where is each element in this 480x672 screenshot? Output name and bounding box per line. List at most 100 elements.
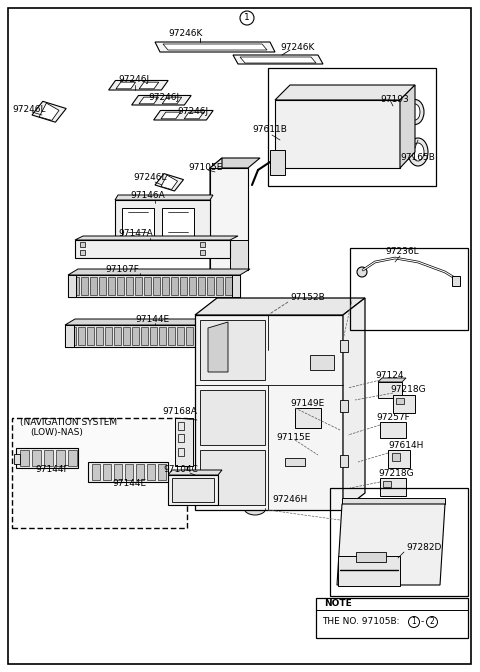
Text: 97246J: 97246J [118,75,149,85]
Bar [158,464,166,480]
Bar [12,418,187,528]
Text: 97115E: 97115E [276,433,311,442]
Polygon shape [108,81,168,90]
Polygon shape [65,319,253,325]
Bar [144,277,151,295]
Text: 97236L: 97236L [385,247,419,257]
Circle shape [304,451,312,459]
Bar [117,277,124,295]
Polygon shape [168,470,222,475]
Text: 97246J: 97246J [148,93,179,101]
Bar [171,277,178,295]
Polygon shape [75,236,238,240]
Bar [295,408,321,428]
Bar [330,488,468,596]
Bar [32,450,41,466]
Bar [125,464,133,480]
Text: 97614H: 97614H [388,441,423,450]
Bar [65,325,74,347]
Text: 97246J: 97246J [177,108,208,116]
Polygon shape [161,175,178,190]
Bar [380,478,406,496]
Bar [44,450,53,466]
Text: 97218G: 97218G [378,468,414,478]
Text: (NAVIGATION SYSTEM: (NAVIGATION SYSTEM [20,417,117,427]
Bar [20,450,29,466]
Bar [285,458,305,466]
Text: 97246L: 97246L [133,173,167,183]
Bar [392,453,400,461]
Bar [378,382,402,398]
Text: 97149E: 97149E [290,398,324,407]
Polygon shape [155,42,275,52]
Bar [200,250,205,255]
Text: 97104C: 97104C [163,466,198,474]
Text: 97152B: 97152B [290,294,325,302]
Bar [72,277,79,295]
Bar [175,418,193,466]
Ellipse shape [389,105,397,119]
Bar [81,277,88,295]
Circle shape [357,267,367,277]
Bar [200,320,265,380]
Text: 1: 1 [412,618,416,626]
Text: 97144F: 97144F [35,466,69,474]
Polygon shape [210,158,260,168]
Bar [65,325,243,347]
Polygon shape [155,173,183,191]
Text: 97193: 97193 [380,95,409,105]
Polygon shape [210,158,222,280]
Bar [56,450,65,466]
Ellipse shape [253,492,277,508]
Bar [200,390,265,445]
Bar [200,242,205,247]
Text: 97147A: 97147A [118,230,153,239]
Bar [68,275,240,297]
Bar [114,327,121,345]
Bar [105,327,112,345]
Bar [316,598,468,638]
Bar [388,450,410,468]
Bar [172,478,214,502]
Polygon shape [337,504,445,585]
Bar [153,277,160,295]
Bar [178,422,184,430]
Bar [338,556,400,586]
Polygon shape [139,97,158,103]
Ellipse shape [406,99,424,124]
Polygon shape [275,85,415,100]
Polygon shape [68,269,250,275]
Bar [393,395,415,413]
Text: 97144E: 97144E [135,315,169,325]
Text: 97246H: 97246H [272,495,307,505]
Circle shape [300,447,316,463]
Circle shape [318,341,326,349]
Bar [178,434,184,442]
Bar [103,464,111,480]
Polygon shape [233,55,323,64]
Text: 1: 1 [244,13,250,22]
Polygon shape [39,103,59,120]
Polygon shape [115,195,213,200]
Bar [69,327,76,345]
Bar [340,340,348,352]
Bar [356,552,386,562]
Polygon shape [195,298,365,315]
Bar [114,464,122,480]
Ellipse shape [385,101,400,123]
Bar [132,327,139,345]
Bar [232,275,240,297]
Bar [87,327,94,345]
Ellipse shape [410,104,420,120]
Bar [180,277,187,295]
Bar [396,398,404,404]
Polygon shape [270,150,285,175]
Text: (LOW)-NAS): (LOW)-NAS) [30,427,83,437]
Ellipse shape [412,143,424,161]
Bar [99,277,106,295]
Circle shape [314,337,330,353]
Bar [136,464,144,480]
Bar [340,455,348,467]
Bar [204,327,211,345]
Bar [222,327,229,345]
